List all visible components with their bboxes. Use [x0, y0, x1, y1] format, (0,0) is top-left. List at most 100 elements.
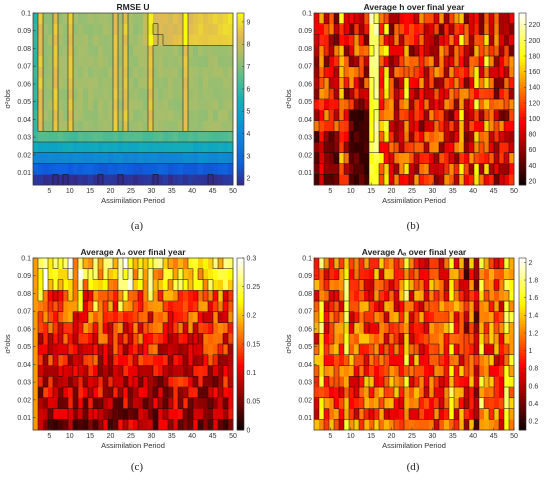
heatmap-cell [379, 322, 385, 334]
heatmap-cell [53, 88, 59, 100]
heatmap-cell [464, 66, 470, 78]
heatmap-cell [414, 174, 420, 186]
heatmap-cell [113, 66, 119, 78]
heatmap-cell [178, 311, 184, 323]
heatmap-cell [168, 376, 174, 388]
heatmap-cell [58, 311, 64, 323]
heatmap-cell [183, 88, 189, 100]
heatmap-cell [504, 23, 510, 35]
heatmap-cell [48, 333, 54, 345]
x-tick-label: 45 [209, 188, 217, 195]
heatmap-cell [314, 279, 320, 291]
colorbar-tick-label: 0.2 [247, 313, 257, 320]
heatmap-cell [394, 13, 400, 25]
heatmap-cell [158, 376, 164, 388]
heatmap-cell [504, 120, 510, 132]
heatmap-cell [33, 88, 39, 100]
heatmap-cell [374, 333, 380, 345]
heatmap-cell [324, 142, 330, 154]
heatmap-cell [113, 131, 119, 143]
heatmap-cell [183, 77, 189, 89]
heatmap-cell [78, 152, 84, 164]
heatmap-cell [344, 88, 350, 100]
heatmap-cell [138, 397, 144, 409]
heatmap-cell [509, 354, 515, 366]
heatmap-cell [133, 365, 139, 377]
heatmap-cell [404, 354, 410, 366]
y-tick-label: 0.01 [17, 415, 31, 422]
heatmap-cell [78, 397, 84, 409]
heatmap-cell [148, 109, 154, 121]
heatmap-cell [489, 408, 495, 420]
heatmap-cell [93, 142, 99, 154]
heatmap-cell [414, 131, 420, 143]
heatmap-cell [454, 152, 460, 164]
heatmap-cell [208, 365, 214, 377]
heatmap-cell [424, 344, 430, 356]
colorbar-step [237, 93, 244, 97]
heatmap-cell [103, 56, 109, 68]
colorbar-frame [236, 12, 245, 186]
heatmap-cell [409, 56, 415, 68]
heatmap-cell [173, 131, 179, 143]
heatmap-cell [349, 258, 355, 270]
heatmap-cell [454, 120, 460, 132]
heatmap-cell [439, 77, 445, 89]
heatmap-cell [58, 279, 64, 291]
heatmap-cell [153, 376, 159, 388]
heatmap-cell [143, 333, 149, 345]
heatmap-cell [449, 66, 455, 78]
colorbar-step [519, 179, 526, 183]
heatmap-cell [133, 333, 139, 345]
heatmap-cell [344, 322, 350, 334]
heatmap-cell [489, 376, 495, 388]
heatmap-cell [424, 301, 430, 313]
heatmap-cell [339, 376, 345, 388]
heatmap-cell [449, 152, 455, 164]
heatmap-cell [193, 290, 199, 302]
heatmap-cell [314, 45, 320, 57]
heatmap-cell [464, 152, 470, 164]
colorbar-step [237, 323, 244, 328]
heatmap-cell [359, 301, 365, 313]
heatmap-cell [168, 77, 174, 89]
heatmap-cell [228, 120, 234, 132]
heatmap-cell [98, 301, 104, 313]
heatmap-cell [63, 77, 69, 89]
heatmap-cell [53, 163, 59, 175]
heatmap-cell [334, 120, 340, 132]
heatmap-cell [188, 311, 194, 323]
heatmap-cell [193, 131, 199, 143]
heatmap-cell [424, 174, 430, 186]
colorbar-step [237, 107, 244, 111]
heatmap-cell [58, 120, 64, 132]
heatmap-cell [429, 333, 435, 345]
heatmap-cell [314, 322, 320, 334]
heatmap-cell [168, 408, 174, 420]
heatmap-cell [444, 268, 450, 280]
heatmap-cell [148, 387, 154, 399]
heatmap-cell [173, 152, 179, 164]
heatmap-cell [48, 365, 54, 377]
heatmap-cell [198, 365, 204, 377]
heatmap-cell [158, 344, 164, 356]
heatmap-cell [203, 333, 209, 345]
heatmap-cell [389, 268, 395, 280]
heatmap-cell [339, 142, 345, 154]
heatmap-cell [133, 279, 139, 291]
heatmap-cell [173, 333, 179, 345]
heatmap-cell [454, 344, 460, 356]
heatmap-cell [88, 376, 94, 388]
heatmap-cell [213, 120, 219, 132]
colorbar-step [519, 84, 526, 88]
heatmap-cell [173, 56, 179, 68]
heatmap-cell [499, 45, 505, 57]
heatmap-cell [143, 279, 149, 291]
heatmap-cell [354, 408, 360, 420]
heatmap-cell [188, 376, 194, 388]
heatmap-cell [53, 23, 59, 35]
heatmap-cell [38, 268, 44, 280]
heatmap-cell [504, 279, 510, 291]
heatmap-cell [78, 258, 84, 270]
colorbar-tick-label: 9 [247, 19, 251, 26]
